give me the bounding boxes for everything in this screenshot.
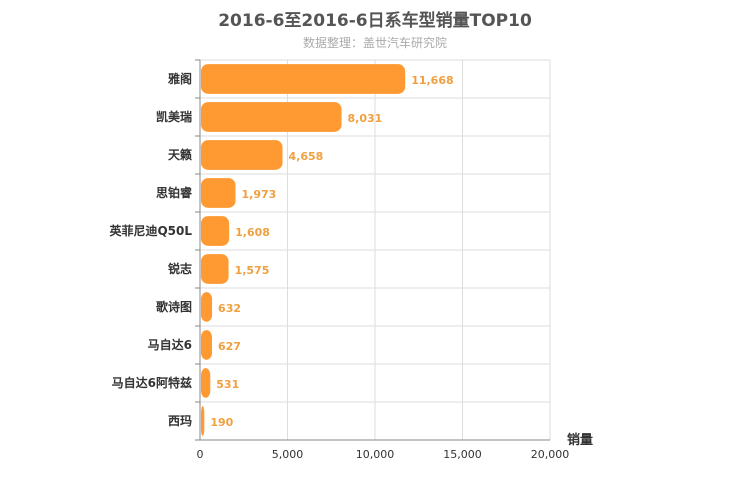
x-tick-label: 5,000	[272, 448, 304, 461]
category-label: 马自达6阿特兹	[112, 375, 192, 390]
x-tick-label: 0	[197, 448, 204, 461]
axes: 0 5,000 10,000 15,000 20,000 雅阁凯美瑞天籁思铂睿英菲尼迪Q5…	[109, 59, 570, 461]
value-label: 1,575	[235, 264, 270, 277]
value-label: 190	[210, 416, 233, 429]
x-tick-label: 15,000	[443, 448, 482, 461]
value-label: 627	[218, 340, 241, 353]
bar[interactable]	[201, 140, 283, 170]
category-label: 英菲尼迪Q50L	[109, 223, 192, 238]
value-label: 1,973	[242, 188, 277, 201]
bar[interactable]	[201, 368, 211, 398]
value-label: 4,658	[289, 150, 324, 163]
value-label: 1,608	[235, 226, 270, 239]
x-axis-title: 销量	[567, 432, 593, 448]
category-label: 天籁	[168, 147, 192, 162]
category-label: 歌诗图	[156, 299, 192, 314]
value-label: 632	[218, 302, 241, 315]
chart-title: 2016-6至2016-6日系车型销量TOP10	[218, 11, 532, 31]
x-tick-label: 20,000	[531, 448, 570, 461]
grid-lines	[200, 59, 551, 440]
bar[interactable]	[201, 330, 212, 360]
value-label: 8,031	[348, 112, 383, 125]
x-tick-label: 10,000	[356, 448, 395, 461]
category-label: 锐志	[168, 261, 192, 276]
bar[interactable]	[201, 102, 342, 132]
category-label: 凯美瑞	[156, 109, 192, 124]
bar[interactable]	[201, 216, 230, 246]
value-label: 11,668	[411, 74, 453, 87]
category-label: 马自达6	[148, 337, 192, 352]
category-label: 雅阁	[167, 71, 192, 86]
bar[interactable]	[201, 292, 213, 322]
value-label: 531	[216, 378, 239, 391]
bar[interactable]	[201, 64, 406, 94]
bars: 11,668 8,031 4,658 1,973 1,608 1,575 632 627 531…	[201, 64, 454, 436]
category-label: 思铂睿	[156, 185, 193, 200]
bar[interactable]	[201, 254, 229, 284]
chart-subtitle: 数据整理：盖世汽车研究院	[302, 36, 447, 50]
category-label: 西玛	[168, 414, 192, 428]
bar[interactable]	[201, 406, 205, 436]
bar[interactable]	[201, 178, 236, 208]
